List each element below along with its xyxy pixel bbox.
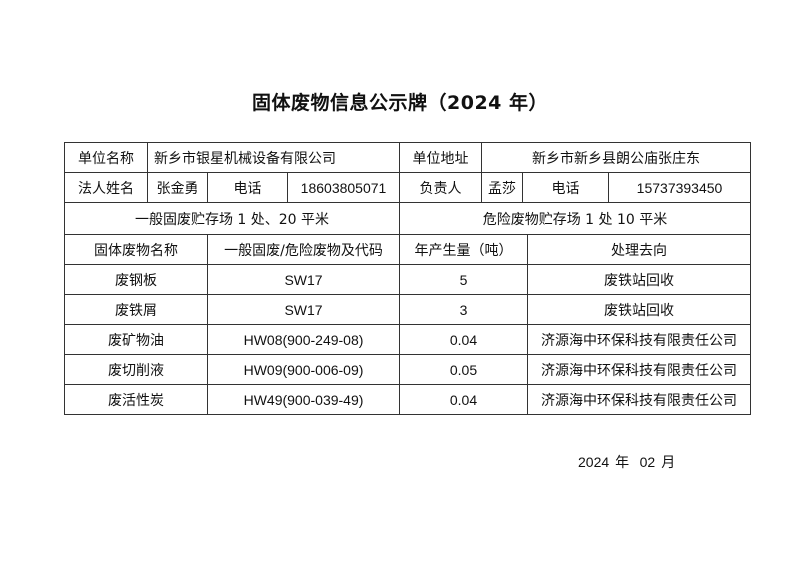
disposal: 废铁站回收 (527, 294, 751, 325)
waste-code: HW09(900-006-09) (207, 354, 400, 385)
disposal: 济源海中环保科技有限责任公司 (527, 354, 751, 385)
header-disposal: 处理去向 (527, 234, 751, 265)
unit-row: 单位名称 新乡市银星机械设备有限公司 单位地址 新乡市新乡县朗公庙张庄东 (64, 142, 751, 173)
waste-name: 废钢板 (64, 264, 208, 295)
contact-row: 法人姓名 张金勇 电话 18603805071 负责人 孟莎 电话 157373… (64, 172, 751, 203)
page-title: 固体废物信息公示牌（2024 年） (252, 92, 548, 114)
disposal: 济源海中环保科技有限责任公司 (527, 324, 751, 355)
waste-name: 废切削液 (64, 354, 208, 385)
storage-row: 一般固废贮存场 1 处、20 平米 危险废物贮存场 1 处 10 平米 (64, 202, 751, 235)
table-row: 废活性炭 HW49(900-039-49) 0.04 济源海中环保科技有限责任公… (64, 384, 751, 415)
header-waste-name: 固体废物名称 (64, 234, 208, 265)
table-row: 废钢板 SW17 5 废铁站回收 (64, 264, 751, 295)
annual-amount: 3 (399, 294, 528, 325)
header-waste-code: 一般固废/危险废物及代码 (207, 234, 400, 265)
annual-amount: 0.04 (399, 324, 528, 355)
waste-name: 废铁屑 (64, 294, 208, 325)
waste-info-table: 单位名称 新乡市银星机械设备有限公司 单位地址 新乡市新乡县朗公庙张庄东 法人姓… (64, 142, 751, 415)
annual-amount: 0.04 (399, 384, 528, 415)
unit-address-label: 单位地址 (399, 142, 482, 173)
publish-date: 2024 年 02 月 (578, 452, 681, 472)
date-month-unit: 月 (661, 455, 676, 471)
date-year: 2024 (578, 454, 610, 470)
table-row: 废铁屑 SW17 3 废铁站回收 (64, 294, 751, 325)
table-row: 废矿物油 HW08(900-249-08) 0.04 济源海中环保科技有限责任公… (64, 324, 751, 355)
legal-person-label: 法人姓名 (64, 172, 148, 203)
responsible: 孟莎 (481, 172, 523, 203)
waste-code: HW08(900-249-08) (207, 324, 400, 355)
disposal: 济源海中环保科技有限责任公司 (527, 384, 751, 415)
disposal: 废铁站回收 (527, 264, 751, 295)
responsible-phone: 15737393450 (608, 172, 751, 203)
waste-code: SW17 (207, 294, 400, 325)
responsible-label: 负责人 (399, 172, 482, 203)
unit-name-label: 单位名称 (64, 142, 148, 173)
responsible-phone-label: 电话 (522, 172, 609, 203)
header-annual-amount: 年产生量（吨） (399, 234, 528, 265)
annual-amount: 5 (399, 264, 528, 295)
legal-phone-label: 电话 (207, 172, 288, 203)
hazardous-storage: 危险废物贮存场 1 处 10 平米 (399, 202, 751, 235)
legal-phone: 18603805071 (287, 172, 400, 203)
waste-code: HW49(900-039-49) (207, 384, 400, 415)
date-year-unit: 年 (615, 455, 630, 471)
legal-person: 张金勇 (147, 172, 208, 203)
annual-amount: 0.05 (399, 354, 528, 385)
unit-name: 新乡市银星机械设备有限公司 (147, 142, 400, 173)
waste-name: 废活性炭 (64, 384, 208, 415)
waste-code: SW17 (207, 264, 400, 295)
table-header-row: 固体废物名称 一般固废/危险废物及代码 年产生量（吨） 处理去向 (64, 234, 751, 265)
general-storage: 一般固废贮存场 1 处、20 平米 (64, 202, 400, 235)
waste-name: 废矿物油 (64, 324, 208, 355)
unit-address: 新乡市新乡县朗公庙张庄东 (481, 142, 751, 173)
table-row: 废切削液 HW09(900-006-09) 0.05 济源海中环保科技有限责任公… (64, 354, 751, 385)
date-month: 02 (639, 454, 656, 470)
